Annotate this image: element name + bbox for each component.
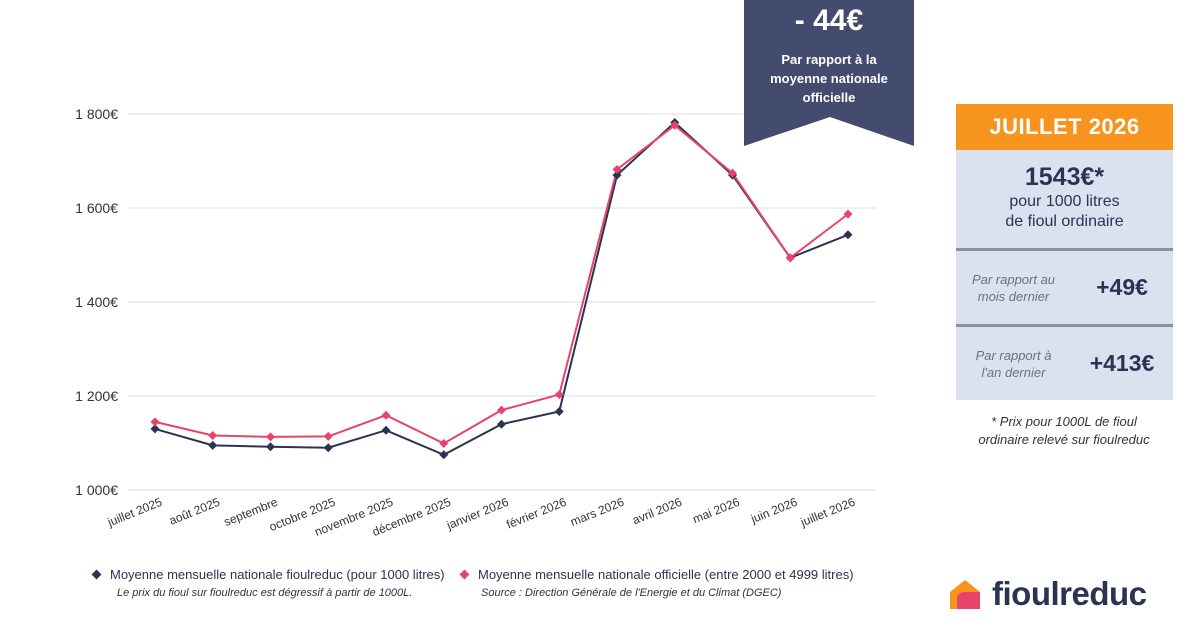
data-point bbox=[728, 168, 737, 178]
comparison-row-year: Par rapport à l'an dernier +413€ bbox=[956, 327, 1173, 400]
x-tick-label: avril 2026 bbox=[630, 495, 684, 528]
x-tick-label: mars 2026 bbox=[568, 495, 626, 529]
legend-label: Moyenne mensuelle nationale officielle (… bbox=[478, 567, 854, 582]
legend-note: Le prix du fioul sur fioulreduc est dégr… bbox=[117, 587, 413, 599]
data-point bbox=[554, 390, 564, 400]
difference-callout: - 44€ Par rapport à la moyenne nationale… bbox=[744, 0, 914, 146]
callout-text: Par rapport à la moyenne nationale offic… bbox=[770, 52, 888, 105]
line-chart: 1 000€ 1 200€ 1 400€ 1 600€ 1 800€ juillet 20… bbox=[75, 106, 876, 539]
data-point bbox=[439, 438, 449, 448]
comparison-label: Par rapport à l'an dernier bbox=[975, 347, 1052, 380]
panel-price-block: 1543€* pour 1000 litres de fioul ordinai… bbox=[956, 150, 1173, 248]
data-point bbox=[266, 442, 275, 452]
series-line bbox=[154, 121, 849, 456]
data-point bbox=[554, 407, 564, 417]
data-point bbox=[612, 170, 622, 180]
x-tick-label: juin 2026 bbox=[748, 495, 800, 527]
panel-divider bbox=[956, 324, 1173, 327]
data-point bbox=[150, 417, 160, 427]
data-point bbox=[381, 410, 391, 420]
x-tick-label: février 2026 bbox=[504, 495, 568, 532]
house-logo-icon bbox=[950, 580, 980, 609]
price-footnote: * Prix pour 1000L de fioul ordinaire rel… bbox=[978, 414, 1150, 447]
y-tick-label: 1 000€ bbox=[75, 482, 118, 498]
comparison-value: +413€ bbox=[1089, 350, 1155, 376]
data-point bbox=[150, 424, 160, 434]
comparison-label: Par rapport au mois dernier bbox=[971, 271, 1056, 304]
y-tick-label: 1 400€ bbox=[75, 294, 118, 310]
callout-shape bbox=[744, 0, 914, 146]
x-tick-label: mai 2026 bbox=[691, 495, 742, 527]
data-point bbox=[439, 450, 449, 460]
data-point bbox=[266, 432, 275, 442]
panel-divider bbox=[956, 248, 1173, 251]
data-point bbox=[670, 120, 680, 130]
data-point bbox=[497, 405, 506, 415]
brand-logo: fioulreduc bbox=[948, 574, 1147, 614]
legend-note: Source : Direction Générale de l'Energie… bbox=[481, 587, 782, 599]
y-tick-label: 1 600€ bbox=[75, 200, 118, 216]
comparison-row-month: Par rapport au mois dernier +49€ bbox=[956, 251, 1173, 324]
diamond-marker-icon bbox=[91, 569, 102, 580]
data-point bbox=[612, 164, 622, 174]
data-point bbox=[785, 253, 795, 263]
summary-panel: JUILLET 2026 1543€* pour 1000 litres de … bbox=[956, 104, 1173, 400]
current-price: 1543€* bbox=[1024, 163, 1105, 191]
data-point bbox=[208, 440, 218, 450]
x-tick-label: août 2025 bbox=[167, 495, 222, 528]
legend-label: Moyenne mensuelle nationale fioulreduc (… bbox=[110, 567, 445, 582]
callout-value: - 44€ bbox=[794, 4, 864, 37]
x-tick-label: juillet 2025 bbox=[105, 495, 165, 530]
data-point bbox=[208, 430, 218, 440]
data-point bbox=[323, 431, 333, 441]
y-tick-label: 1 800€ bbox=[75, 106, 118, 122]
data-point bbox=[843, 230, 853, 240]
data-point bbox=[381, 425, 391, 435]
legend-item-official: Moyenne mensuelle nationale officielle (… bbox=[459, 567, 854, 599]
logo-text: fioulreduc bbox=[992, 575, 1147, 612]
legend-item-fioulreduc: Moyenne mensuelle nationale fioulreduc (… bbox=[91, 567, 445, 599]
comparison-value: +49€ bbox=[1096, 274, 1148, 300]
diamond-marker-icon bbox=[459, 569, 470, 580]
data-point bbox=[843, 209, 853, 219]
x-tick-label: janvier 2026 bbox=[444, 495, 511, 533]
data-point bbox=[323, 443, 333, 453]
panel-header: JUILLET 2026 bbox=[956, 104, 1173, 150]
price-description: pour 1000 litres de fioul ordinaire bbox=[1005, 193, 1124, 230]
data-point bbox=[497, 419, 506, 429]
y-tick-label: 1 200€ bbox=[75, 388, 118, 404]
x-tick-label: juillet 2026 bbox=[798, 495, 858, 530]
